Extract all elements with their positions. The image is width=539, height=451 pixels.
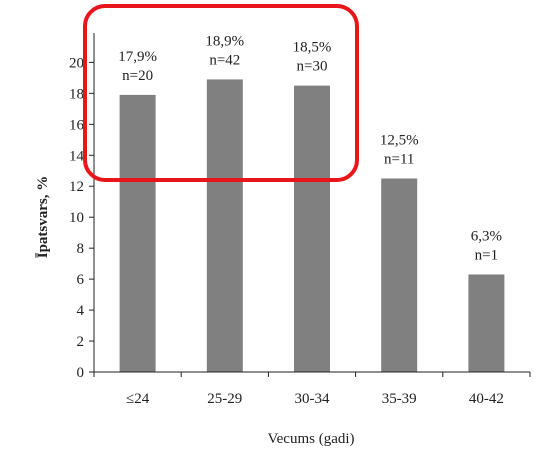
data-label-count: n=20	[122, 68, 153, 84]
y-tick-label: 0	[77, 365, 85, 381]
data-label-percent: 12,5%	[380, 133, 419, 149]
data-label-count: n=1	[475, 247, 498, 263]
x-tick-label: 30-34	[295, 391, 330, 407]
bar-4	[381, 178, 418, 372]
data-label-percent: 6,3%	[471, 228, 502, 244]
y-tick-label: 2	[77, 334, 85, 350]
bar-2	[206, 79, 243, 372]
y-tick-label: 8	[77, 241, 85, 257]
data-label-count: n=11	[384, 152, 414, 168]
y-tick-label: 4	[77, 303, 85, 319]
y-tick-label: 20	[69, 55, 84, 71]
y-tick-label: 6	[77, 272, 85, 288]
data-label-percent: 18,5%	[293, 40, 332, 56]
y-tick-label: 10	[69, 210, 84, 226]
data-label-count: n=42	[209, 52, 240, 68]
bar-5	[468, 274, 505, 372]
x-tick-label: 40-42	[469, 391, 504, 407]
data-label-percent: 18,9%	[205, 33, 244, 49]
y-tick-label: 14	[69, 148, 85, 164]
y-tick-label: 16	[69, 117, 85, 133]
data-labels-group: 17,9% n=20 18,9% n=42 18,5% n=30 12,5% n=11 6,3%…	[118, 33, 502, 263]
bar-3	[294, 85, 330, 373]
x-tick-label: 35-39	[382, 391, 417, 407]
bar-1	[119, 94, 156, 373]
bars-group	[119, 79, 505, 373]
y-tick-label: 18	[69, 86, 84, 102]
y-tick-label: 12	[69, 179, 84, 195]
highlight-box	[83, 4, 359, 182]
x-axis-title: Vecums (gadi)	[267, 431, 354, 447]
data-label-count: n=30	[297, 59, 328, 75]
x-axis: ≤24 25-29 30-34 35-39 40-42	[93, 371, 531, 407]
highlight-annotation	[83, 4, 359, 182]
x-tick-label: ≤24	[126, 391, 150, 407]
x-tick-label: 25-29	[207, 391, 242, 407]
y-axis: 0 2 4 6 8 10 12 14 16 18 20	[69, 33, 95, 381]
y-axis-title: Īpatsvars, %	[35, 176, 51, 259]
data-label-percent: 17,9%	[118, 49, 157, 65]
